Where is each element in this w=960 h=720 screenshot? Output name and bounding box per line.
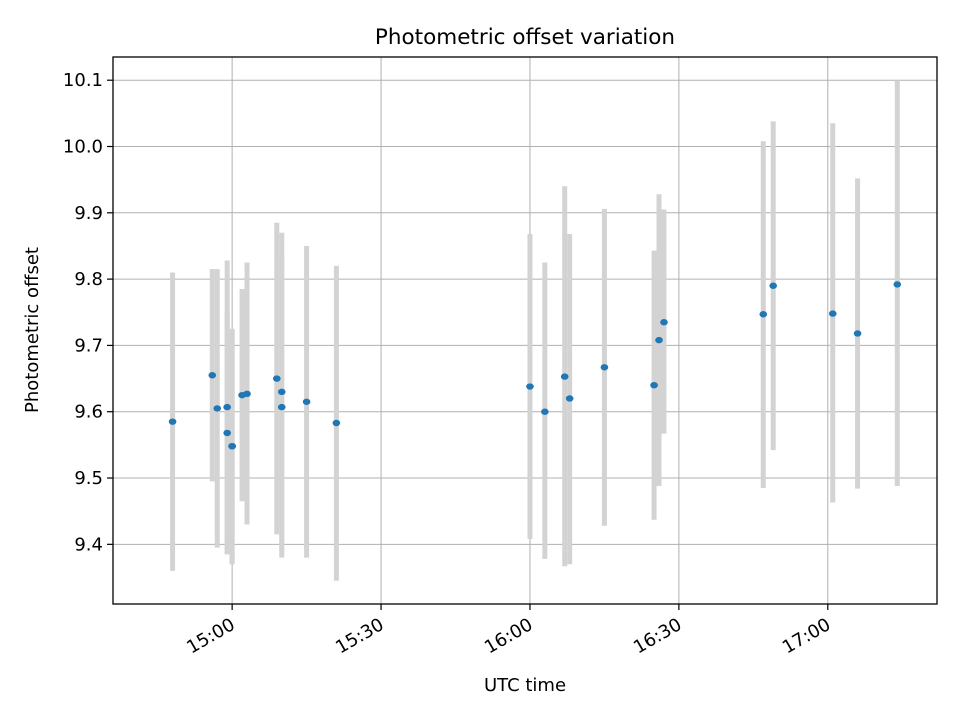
chart-title: Photometric offset variation — [375, 25, 675, 50]
y-tick-label: 10.1 — [63, 70, 103, 91]
y-tick-label: 9.7 — [74, 335, 103, 356]
y-axis-label: Photometric offset — [22, 247, 43, 413]
y-tick-label: 9.5 — [74, 468, 103, 489]
data-point — [223, 403, 231, 411]
data-point — [228, 442, 236, 450]
y-axis: 9.4 9.5 9.6 9.7 9.8 9.9 10.0 10.1 — [63, 70, 113, 555]
data-point — [759, 311, 768, 318]
data-point — [243, 390, 251, 398]
data-point — [277, 403, 286, 411]
x-axis-label: UTC time — [484, 675, 566, 696]
data-point — [526, 383, 534, 390]
data-point — [565, 395, 574, 402]
data-point — [213, 405, 222, 412]
data-point — [302, 398, 311, 405]
y-tick-label: 9.9 — [74, 203, 103, 224]
data-point — [655, 336, 663, 344]
data-points — [168, 281, 902, 450]
y-tick-label: 9.4 — [74, 534, 103, 555]
data-point — [277, 388, 286, 396]
data-point — [853, 330, 862, 337]
y-tick-label: 9.8 — [74, 269, 103, 290]
data-point — [650, 382, 658, 389]
data-point — [332, 419, 341, 427]
data-point — [273, 375, 281, 382]
data-point — [828, 310, 837, 317]
data-point — [660, 319, 668, 326]
data-point — [560, 373, 569, 380]
data-point — [223, 429, 231, 437]
data-point — [208, 372, 217, 379]
plot-frame — [112, 56, 938, 605]
data-point — [168, 418, 177, 425]
data-point — [600, 364, 609, 371]
data-point — [769, 282, 777, 289]
data-point — [541, 408, 549, 415]
grid — [113, 57, 937, 604]
y-tick-label: 10.0 — [63, 137, 103, 158]
data-point — [893, 281, 902, 288]
y-tick-label: 9.6 — [74, 402, 103, 423]
